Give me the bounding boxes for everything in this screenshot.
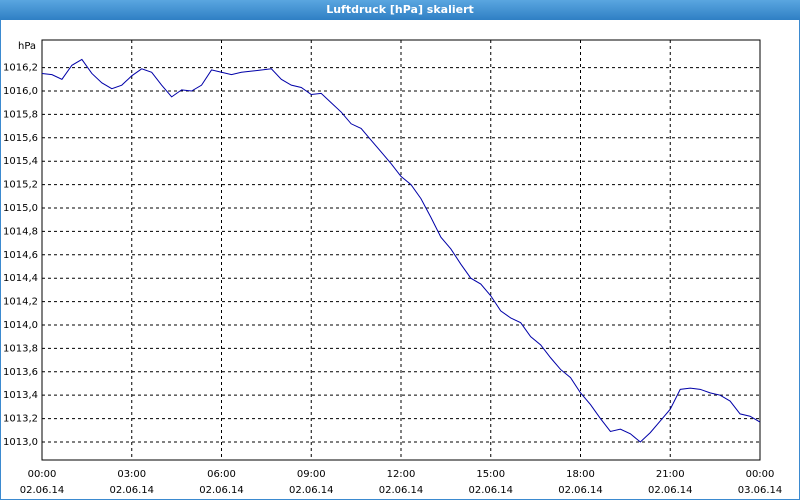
x-tick-label: 15:00 [476,469,505,480]
y-tick-label: 1014,4 [3,273,38,284]
x-tick-label: 06:00 [207,469,236,480]
x-tick-label: 00:00 [746,469,775,480]
y-tick-label: 1013,6 [3,367,38,378]
y-tick-label: 1013,0 [3,437,38,448]
y-tick-label: 1013,8 [3,343,38,354]
y-tick-label: 1014,0 [3,320,38,331]
x-tick-label: 21:00 [656,469,685,480]
chart-title: Luftdruck [hPa] skaliert [326,3,474,16]
y-tick-label: 1014,6 [3,250,38,261]
data-line [41,58,761,443]
title-bar [0,0,800,20]
x-tick-label: 12:00 [387,469,416,480]
y-tick-label: 1013,4 [3,390,38,401]
y-tick-label: 1013,2 [3,414,38,425]
y-tick-label: 1015,0 [3,203,38,214]
x-tick-date: 02.06.14 [199,485,244,496]
y-tick-label: 1015,6 [3,133,38,144]
y-axis-label: hPa [18,41,36,52]
y-tick-label: 1015,4 [3,156,38,167]
y-tick-label: 1014,8 [3,226,38,237]
x-tick-date: 03.06.14 [738,485,783,496]
x-tick-label: 09:00 [297,469,326,480]
x-tick-date: 02.06.14 [558,485,603,496]
x-tick-date: 02.06.14 [468,485,513,496]
x-tick-date: 02.06.14 [648,485,693,496]
y-tick-label: 1016,2 [3,63,38,74]
y-tick-label: 1015,8 [3,109,38,120]
x-tick-date: 02.06.14 [379,485,424,496]
x-tick-date: 02.06.14 [109,485,154,496]
x-tick-date: 02.06.14 [20,485,65,496]
x-tick-date: 02.06.14 [289,485,334,496]
y-tick-label: 1016,0 [3,86,38,97]
x-tick-label: 00:00 [28,469,57,480]
x-tick-label: 18:00 [566,469,595,480]
y-tick-label: 1015,2 [3,180,38,191]
y-tick-label: 1014,2 [3,297,38,308]
x-tick-label: 03:00 [117,469,146,480]
